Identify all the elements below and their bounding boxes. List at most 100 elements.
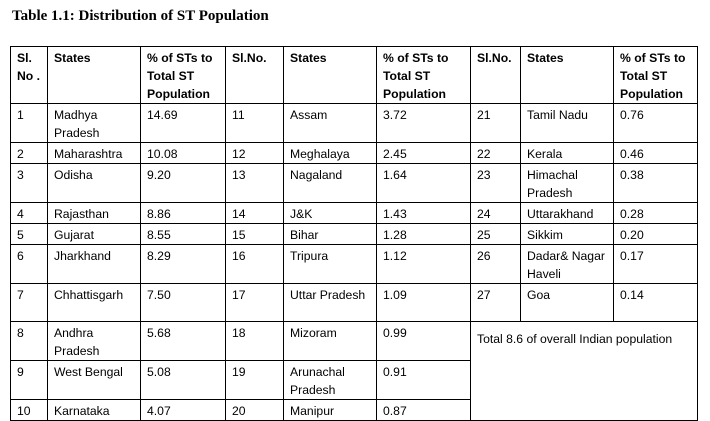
cell-pct: 14.69 (140, 103, 226, 143)
cell-state: Karnataka (47, 399, 141, 421)
cell-slno: 4 (10, 202, 48, 224)
total-note: Total 8.6 of overall Indian population (470, 321, 698, 421)
cell-state: West Bengal (47, 360, 141, 400)
cell-slno: 27 (470, 283, 521, 322)
cell-pct: 0.99 (376, 321, 471, 361)
cell-pct: 0.20 (613, 223, 698, 245)
cell-pct: 8.29 (140, 244, 226, 284)
cell-state: Assam (283, 103, 377, 143)
cell-state: Rajasthan (47, 202, 141, 224)
cell-pct: 1.12 (376, 244, 471, 284)
cell-pct: 1.09 (376, 283, 471, 322)
cell-slno: 7 (10, 283, 48, 322)
cell-slno: 8 (10, 321, 48, 361)
table-row: 5 Gujarat 8.55 15 Bihar 1.28 25 Sikkim 0… (10, 223, 698, 245)
cell-state: Bihar (283, 223, 377, 245)
cell-pct: 3.72 (376, 103, 471, 143)
table-row: 2 Maharashtra 10.08 12 Meghalaya 2.45 22… (10, 142, 698, 164)
cell-pct: 4.07 (140, 399, 226, 421)
cell-state: Goa (520, 283, 614, 322)
table-row: 3 Odisha 9.20 13 Nagaland 1.64 23 Himach… (10, 163, 698, 203)
cell-state: Chhattisgarh (47, 283, 141, 322)
cell-state: Madhya Pradesh (47, 103, 141, 143)
cell-slno: 19 (225, 360, 284, 400)
cell-state: Mizoram (283, 321, 377, 361)
cell-slno: 2 (10, 142, 48, 164)
cell-state: Kerala (520, 142, 614, 164)
header-slno: Sl.No. (470, 46, 521, 104)
cell-slno: 13 (225, 163, 284, 203)
cell-slno: 25 (470, 223, 521, 245)
cell-pct: 0.87 (376, 399, 471, 421)
cell-pct: 1.64 (376, 163, 471, 203)
cell-pct: 8.55 (140, 223, 226, 245)
cell-state: Manipur (283, 399, 377, 421)
st-population-table: Sl. No . States % of STs to Total ST Pop… (10, 46, 698, 421)
cell-state: Tripura (283, 244, 377, 284)
cell-pct: 2.45 (376, 142, 471, 164)
cell-pct: 9.20 (140, 163, 226, 203)
cell-pct: 5.68 (140, 321, 226, 361)
cell-pct: 0.38 (613, 163, 698, 203)
table-row: 9 West Bengal 5.08 19 Arunachal Pradesh … (10, 360, 698, 400)
header-states: States (47, 46, 141, 104)
cell-state: Uttarakhand (520, 202, 614, 224)
cell-slno: 11 (225, 103, 284, 143)
header-pct: % of STs to Total ST Population (376, 46, 471, 104)
cell-pct: 0.17 (613, 244, 698, 284)
cell-slno: 21 (470, 103, 521, 143)
cell-pct: 0.14 (613, 283, 698, 322)
cell-state: Nagaland (283, 163, 377, 203)
cell-state: Andhra Pradesh (47, 321, 141, 361)
cell-state: Jharkhand (47, 244, 141, 284)
cell-state: Sikkim (520, 223, 614, 245)
cell-state: Gujarat (47, 223, 141, 245)
cell-pct: 7.50 (140, 283, 226, 322)
cell-slno: 18 (225, 321, 284, 361)
cell-pct: 8.86 (140, 202, 226, 224)
cell-state: Meghalaya (283, 142, 377, 164)
cell-state: Maharashtra (47, 142, 141, 164)
cell-slno: 26 (470, 244, 521, 284)
table-row: 6 Jharkhand 8.29 16 Tripura 1.12 26 Dada… (10, 244, 698, 284)
cell-pct: 0.91 (376, 360, 471, 400)
cell-slno: 9 (10, 360, 48, 400)
cell-pct: 5.08 (140, 360, 226, 400)
cell-slno: 6 (10, 244, 48, 284)
cell-state: J&K (283, 202, 377, 224)
cell-slno: 20 (225, 399, 284, 421)
cell-slno: 23 (470, 163, 521, 203)
header-pct: % of STs to Total ST Population (613, 46, 698, 104)
header-pct: % of STs to Total ST Population (140, 46, 226, 104)
cell-state: Himachal Pradesh (520, 163, 614, 203)
cell-slno: 24 (470, 202, 521, 224)
cell-slno: 17 (225, 283, 284, 322)
cell-pct: 1.43 (376, 202, 471, 224)
cell-slno: 14 (225, 202, 284, 224)
header-slno: Sl. No . (10, 46, 48, 104)
table-row: 1 Madhya Pradesh 14.69 11 Assam 3.72 21 … (10, 103, 698, 143)
header-row: Sl. No . States % of STs to Total ST Pop… (10, 46, 698, 104)
cell-state: Odisha (47, 163, 141, 203)
header-slno: Sl.No. (225, 46, 284, 104)
cell-slno: 5 (10, 223, 48, 245)
cell-pct: 0.76 (613, 103, 698, 143)
cell-pct: 1.28 (376, 223, 471, 245)
header-states: States (283, 46, 377, 104)
cell-slno: 3 (10, 163, 48, 203)
cell-state: Uttar Pradesh (283, 283, 377, 322)
cell-slno: 22 (470, 142, 521, 164)
table-row: 8 Andhra Pradesh 5.68 18 Mizoram 0.99 To… (10, 321, 698, 421)
cell-slno: 15 (225, 223, 284, 245)
table-row: 7 Chhattisgarh 7.50 17 Uttar Pradesh 1.0… (10, 283, 698, 322)
cell-state: Arunachal Pradesh (283, 360, 377, 400)
cell-state: Dadar& Nagar Haveli (520, 244, 614, 284)
cell-pct: 10.08 (140, 142, 226, 164)
cell-slno: 16 (225, 244, 284, 284)
cell-slno: 10 (10, 399, 48, 421)
cell-pct: 0.28 (613, 202, 698, 224)
cell-pct: 0.46 (613, 142, 698, 164)
cell-slno: 1 (10, 103, 48, 143)
header-states: States (520, 46, 614, 104)
cell-state: Tamil Nadu (520, 103, 614, 143)
